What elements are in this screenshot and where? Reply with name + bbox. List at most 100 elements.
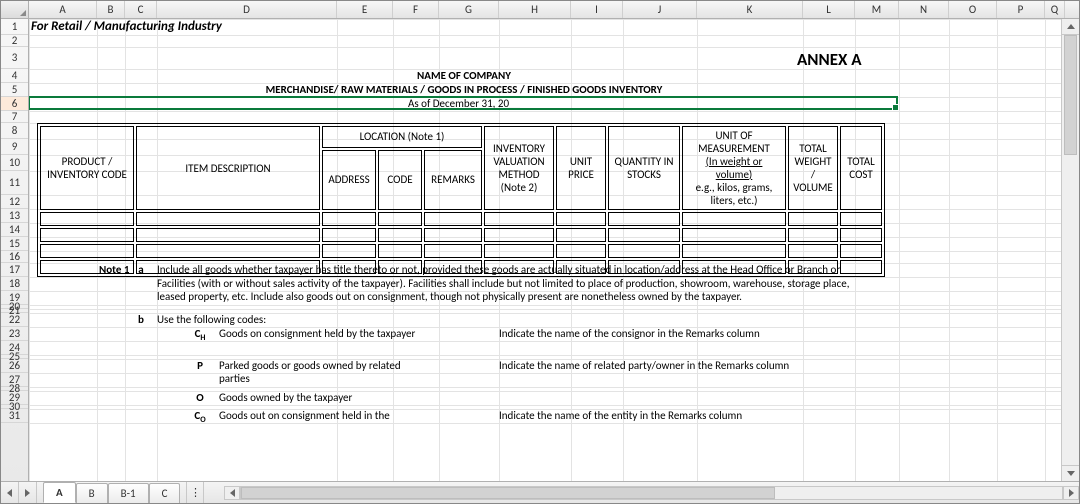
column-header-K[interactable]: K [697, 1, 803, 18]
scroll-up-button[interactable] [1062, 19, 1079, 35]
col-location: LOCATION (Note 1) [322, 126, 482, 148]
row-header-17[interactable]: 17 [1, 263, 28, 277]
code-ch-desc: Goods on consignment held by the taxpaye… [219, 327, 419, 340]
code-co: CO [187, 409, 213, 425]
column-header-I[interactable]: I [571, 1, 623, 18]
title-industry: For Retail / Manufacturing Industry [31, 19, 222, 34]
row-header-23[interactable]: 23 [1, 327, 28, 341]
table-row[interactable] [40, 244, 882, 258]
column-header-H[interactable]: H [499, 1, 571, 18]
chevron-down-icon [1067, 471, 1075, 476]
column-header-L[interactable]: L [803, 1, 855, 18]
name-of-company: NAME OF COMPANY [29, 69, 899, 82]
row-header-18[interactable]: 18 [1, 277, 28, 291]
sheet-tab-bar: ABB-1C ⋮ [1, 481, 1079, 503]
col-qty: QUANTITY IN STOCKS [608, 126, 680, 210]
col-unit-price: UNIT PRICE [556, 126, 606, 210]
scroll-right-button[interactable] [1063, 486, 1079, 500]
column-header-F[interactable]: F [393, 1, 439, 18]
row-header-9[interactable]: 9 [1, 139, 28, 155]
vertical-scrollbar[interactable] [1061, 19, 1079, 481]
col-inv-valuation: INVENTORY VALUATION METHOD(Note 2) [484, 126, 554, 210]
row-header-12[interactable]: 12 [1, 195, 28, 209]
note1-text: Include all goods whether taxpayer has t… [157, 263, 869, 304]
row-header-15[interactable]: 15 [1, 237, 28, 251]
row-header-2[interactable]: 2 [1, 35, 28, 47]
tab-splitter[interactable]: ⋮ [186, 482, 204, 503]
row-header-22[interactable]: 22 [1, 313, 28, 327]
code-p-desc: Parked goods or goods owned by related p… [219, 359, 419, 385]
col-code: CODE [378, 150, 422, 210]
row-header-26[interactable]: 26 [1, 359, 28, 373]
hscroll-thumb[interactable] [241, 487, 774, 499]
sheet-canvas[interactable]: For Retail / Manufacturing Industry ANNE… [29, 19, 1061, 481]
chevron-left-icon [7, 489, 12, 497]
column-header-J[interactable]: J [623, 1, 697, 18]
use-codes: Use the following codes: [157, 313, 266, 326]
row-header-5[interactable]: 5 [1, 83, 28, 97]
chevron-right-icon [25, 489, 30, 497]
column-header-O[interactable]: O [949, 1, 997, 18]
code-co-desc: Goods out on consignment held in the [219, 409, 390, 422]
col-address: ADDRESS [322, 150, 376, 210]
column-header-P[interactable]: P [997, 1, 1045, 18]
note-b: b [125, 313, 157, 326]
hscroll-track[interactable] [240, 486, 1063, 500]
subtitle: MERCHANDISE/ RAW MATERIALS / GOODS IN PR… [29, 83, 899, 96]
code-o: O [187, 391, 213, 404]
vscroll-thumb[interactable] [1064, 35, 1077, 155]
row-header-10[interactable]: 10 [1, 155, 28, 171]
grid-area[interactable]: 1234567891011121314151617181920212223242… [1, 19, 1061, 481]
sheet-tab-B[interactable]: B [76, 483, 108, 503]
sheet-tab-C[interactable]: C [149, 483, 181, 503]
tab-nav-prev[interactable] [19, 482, 37, 503]
row-header-31[interactable]: 31 [1, 409, 28, 423]
row-header-4[interactable]: 4 [1, 69, 28, 83]
column-header-D[interactable]: D [157, 1, 337, 18]
scroll-left-button[interactable] [224, 486, 240, 500]
table-row[interactable] [40, 212, 882, 226]
sheet-tab-A[interactable]: A [43, 482, 76, 503]
annex-label: ANNEX A [797, 49, 862, 70]
row-header-3[interactable]: 3 [1, 47, 28, 69]
column-header-M[interactable]: M [855, 1, 899, 18]
column-header-A[interactable]: A [29, 1, 97, 18]
chevron-left-icon [230, 489, 235, 497]
code-p-remark: Indicate the name of related party/owner… [499, 359, 789, 372]
note1-a: a [125, 263, 157, 276]
row-header-1[interactable]: 1 [1, 19, 28, 35]
col-remarks: REMARKS [424, 150, 482, 210]
select-all-corner[interactable] [1, 1, 29, 18]
code-ch: CH [187, 327, 213, 343]
column-header-Q[interactable]: Q [1045, 1, 1065, 18]
code-o-desc: Goods owned by the taxpayer [219, 391, 352, 404]
row-header-column: 1234567891011121314151617181920212223242… [1, 19, 29, 481]
sheet-tabs: ABB-1C [37, 482, 180, 503]
row-header-6[interactable]: 6 [1, 97, 28, 111]
sheet-content: For Retail / Manufacturing Industry ANNE… [29, 19, 1061, 481]
chevron-up-icon [1067, 24, 1075, 29]
inventory-header-table: PRODUCT / INVENTORY CODE ITEM DESCRIPTIO… [37, 123, 885, 277]
column-header-E[interactable]: E [337, 1, 393, 18]
col-product: PRODUCT / INVENTORY CODE [40, 126, 134, 210]
row-header-11[interactable]: 11 [1, 171, 28, 195]
horizontal-scrollbar[interactable] [224, 482, 1079, 503]
column-header-row: ABCDEFGHIJKLMNOPQ [1, 1, 1079, 19]
row-header-8[interactable]: 8 [1, 123, 28, 139]
column-header-G[interactable]: G [439, 1, 499, 18]
tab-nav-first[interactable] [1, 482, 19, 503]
column-header-C[interactable]: C [125, 1, 157, 18]
row-header-16[interactable]: 16 [1, 251, 28, 263]
col-total-cost: TOTAL COST [840, 126, 882, 210]
code-p: P [187, 359, 213, 372]
row-header-13[interactable]: 13 [1, 209, 28, 223]
scroll-down-button[interactable] [1062, 465, 1079, 481]
sheet-tab-B-1[interactable]: B-1 [108, 483, 149, 503]
table-row[interactable] [40, 228, 882, 242]
row-header-14[interactable]: 14 [1, 223, 28, 237]
code-ch-remark: Indicate the name of the consignor in th… [499, 327, 760, 340]
row-header-7[interactable]: 7 [1, 111, 28, 123]
col-uom: UNIT OF MEASUREMENT (In weight or volume… [682, 126, 786, 210]
column-header-N[interactable]: N [899, 1, 949, 18]
column-header-B[interactable]: B [97, 1, 125, 18]
